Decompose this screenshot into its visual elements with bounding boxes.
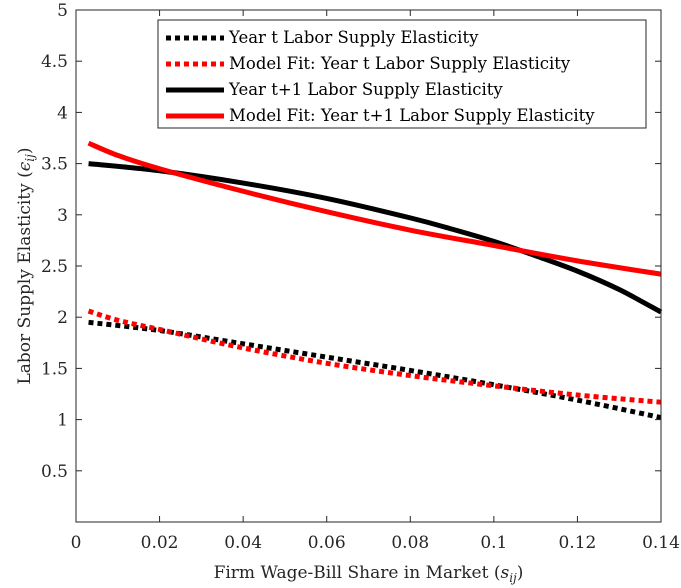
ticks-layer: 0 0.02 0.04 0.06 0.08 0.1 0.12 0.14 0.5 1 1.5 2 2.5 3… [41, 1, 680, 553]
x-axis-label-math: s [500, 563, 509, 583]
x-axis-label-close: ) [517, 563, 524, 583]
x-tick-label: 0.1 [480, 533, 507, 553]
y-tick-label: 3 [57, 206, 68, 226]
legend-box [157, 19, 647, 129]
x-tick-label: 0.02 [141, 533, 179, 553]
x-axis-label-sub: ij [509, 571, 517, 585]
y-axis-label: Labor Supply Elasticity (ϵij) [15, 147, 37, 384]
plot-area-frame [75, 9, 662, 523]
series-line-2 [88, 161, 663, 315]
legend-label-0: Year t Labor Supply Elasticity [228, 28, 479, 47]
y-tick-label: 1.5 [41, 359, 68, 379]
x-tick-label: 0.12 [558, 533, 596, 553]
y-axis-label-close: ) [15, 147, 35, 154]
y-tick-label: 4 [57, 103, 68, 123]
y-axis-label-math: ϵ [15, 161, 35, 171]
y-tick-label: 1 [57, 411, 68, 431]
series-line-0 [88, 319, 662, 420]
series-line-1 [87, 308, 662, 405]
y-tick-label: 5 [57, 1, 68, 21]
legend-label-1: Model Fit: Year t Labor Supply Elasticit… [229, 54, 571, 73]
legend-label-3: Model Fit: Year t+1 Labor Supply Elastic… [229, 106, 595, 125]
y-tick-label: 3.5 [41, 155, 68, 175]
series-layer [87, 140, 663, 420]
y-tick-label: 2.5 [41, 257, 68, 277]
x-axis-label-text: Firm Wage-Bill Share in Market ( [214, 563, 501, 583]
x-tick-label: 0.14 [642, 533, 680, 553]
y-tick-label: 0.5 [41, 462, 68, 482]
y-tick-label: 2 [57, 308, 68, 328]
legend-label-2: Year t+1 Labor Supply Elasticity [228, 80, 503, 99]
y-axis-label-text: Labor Supply Elasticity ( [15, 171, 35, 384]
x-tick-label: 0.06 [308, 533, 346, 553]
y-tick-label: 4.5 [41, 52, 68, 72]
legend: Year t Labor Supply Elasticity Model Fit… [157, 19, 647, 129]
x-tick-label: 0 [71, 533, 82, 553]
x-axis-label: Firm Wage-Bill Share in Market (sij) [214, 563, 524, 585]
x-tick-label: 0.04 [224, 533, 262, 553]
series-line-3 [87, 140, 662, 277]
x-tick-label: 0.08 [391, 533, 429, 553]
y-axis-label-sub: ij [23, 154, 37, 162]
